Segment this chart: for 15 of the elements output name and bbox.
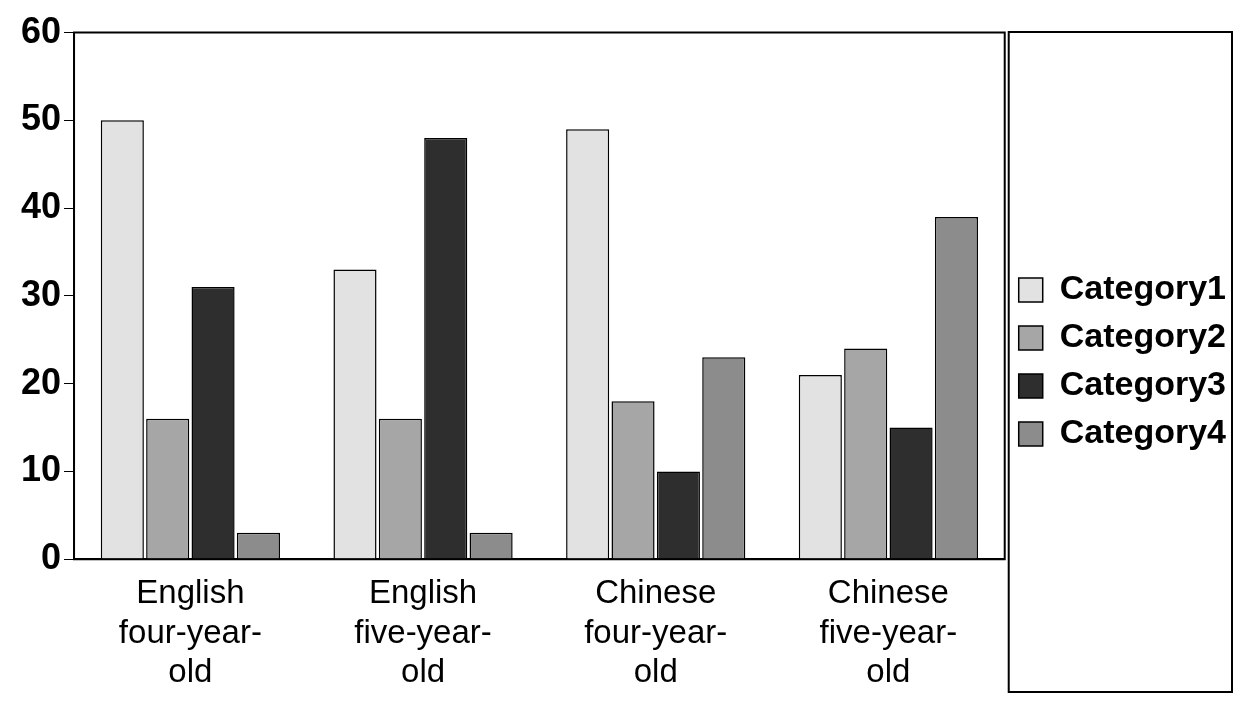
legend-label: Category3: [1059, 364, 1226, 403]
x-tick-label: English four-year- old: [118, 573, 262, 690]
legend-label: Category4: [1059, 412, 1227, 451]
y-tick-label: 50: [21, 97, 62, 139]
legend-label: Category2: [1059, 316, 1226, 355]
y-tick-label: 60: [21, 9, 62, 51]
y-tick-label: 40: [21, 185, 62, 227]
y-tick-label: 10: [21, 448, 62, 490]
y-tick-label: 30: [21, 272, 62, 314]
x-tick-label: English five-year- old: [354, 573, 492, 690]
x-tick-label: Chinese five-year- old: [819, 573, 958, 690]
y-tick-label: 20: [21, 360, 62, 402]
legend-label: Category1: [1059, 268, 1226, 307]
y-tick-label: 0: [41, 536, 62, 578]
x-tick-label: Chinese four-year- old: [584, 573, 728, 690]
